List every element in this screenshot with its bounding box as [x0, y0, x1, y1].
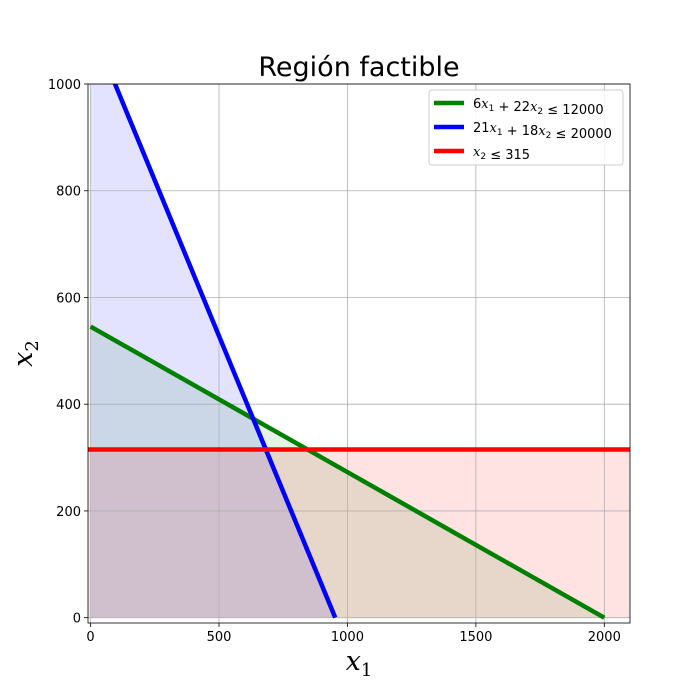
chart-title: Región factible [258, 52, 459, 83]
x-tick-label: 500 [207, 630, 232, 645]
legend-box [428, 89, 624, 166]
y-tick-label: 400 [56, 398, 81, 413]
y-tick-label: 800 [56, 185, 81, 200]
region-fill-3 [88, 449, 630, 618]
constraint-line-2 [112, 84, 338, 619]
constraint-line-1 [89, 324, 606, 620]
legend-label: x2 ≤ 315 [473, 145, 530, 163]
plot-frame [87, 83, 631, 624]
y-axis-label: x2 [8, 340, 43, 367]
y-tick-label: 200 [56, 505, 81, 520]
x-tick-label: 1000 [331, 630, 364, 645]
legend-label: 6x1 + 22x2 ≤ 12000 [473, 97, 604, 118]
constraint-lines [88, 84, 630, 620]
x-tick-label: 1500 [459, 630, 492, 645]
legend-label: 21x1 + 18x2 ≤ 20000 [473, 121, 612, 142]
y-tick-label: 1000 [48, 78, 81, 93]
legend: 6x1 + 22x2 ≤ 12000 21x1 + 18x2 ≤ 20000 x2 … [428, 89, 624, 166]
region-fill-2 [90, 84, 336, 618]
axis-ticks: 0 500 1000 1500 2000 0 200 400 600 800 1000 [48, 78, 621, 645]
y-tick-label: 0 [73, 612, 81, 627]
x-axis-label: x1 [346, 646, 373, 681]
y-tick-label: 600 [56, 291, 81, 306]
x-tick-label: 2000 [588, 630, 621, 645]
x-tick-label: 0 [86, 630, 94, 645]
